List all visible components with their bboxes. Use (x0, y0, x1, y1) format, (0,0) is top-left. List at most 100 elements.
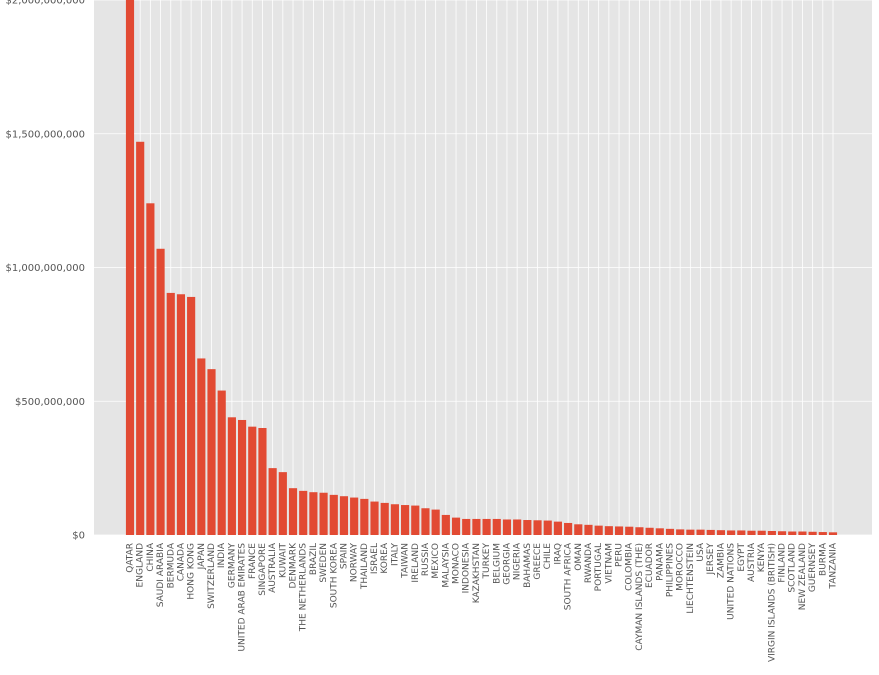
bar (757, 530, 766, 535)
x-tick-label: TAIWAN (401, 543, 411, 579)
bar (818, 532, 827, 535)
bar (737, 530, 746, 535)
x-tick-label: RWANDA (584, 542, 594, 583)
x-tick-label: ECUADOR (645, 543, 655, 588)
x-tick-label: UNITED NATIONS (727, 543, 737, 620)
y-tick-label: $0 (72, 531, 85, 542)
bar (217, 390, 226, 535)
bar (513, 519, 522, 535)
x-tick-label: IRELAND (411, 543, 421, 583)
bar (523, 520, 532, 535)
bar (553, 521, 562, 535)
x-tick-label: SWITZERLAND (207, 543, 217, 609)
y-tick-label: $2,000,000,000 (5, 0, 85, 7)
x-tick-label: SOUTH AFRICA (564, 542, 574, 610)
x-tick-label: JERSEY (706, 543, 716, 576)
bar (441, 514, 450, 535)
x-tick-label: JAPAN (197, 543, 207, 570)
x-tick-label: KUWAIT (278, 543, 288, 578)
y-tick-label: $1,000,000,000 (5, 263, 85, 274)
bars (125, 0, 838, 536)
x-tick-label: MALAYSIA (441, 542, 451, 587)
bar (676, 529, 685, 535)
x-tick-label: PANAMA (655, 542, 665, 581)
bar (614, 526, 624, 535)
bar (248, 426, 257, 535)
x-tick-label: SWEDEN (319, 543, 329, 583)
bar (319, 492, 328, 535)
x-tick-label: SAUDI ARABIA (156, 542, 166, 607)
x-tick-label: SINGAPORE (258, 543, 268, 596)
x-tick-label: MONACO (452, 543, 462, 584)
bar (421, 508, 430, 535)
bar (564, 522, 573, 535)
bar (492, 518, 501, 535)
x-tick-label: ISRAEL (370, 543, 380, 574)
bar (309, 492, 318, 535)
x-tick-label: CHILE (543, 543, 553, 570)
x-tick-label: THAILAND (360, 543, 370, 590)
bar (401, 505, 410, 535)
x-tick-label: CANADA (176, 542, 186, 581)
bar (227, 417, 236, 535)
bar (543, 520, 552, 535)
x-tick-label: CHINA (146, 542, 156, 571)
bar (411, 505, 420, 535)
bar (604, 526, 613, 535)
bar (828, 532, 838, 535)
x-tick-label: IRAQ (553, 543, 563, 565)
bar (278, 472, 287, 535)
bar (635, 527, 644, 535)
bar (747, 530, 756, 535)
bar (462, 518, 471, 535)
bar (370, 501, 379, 535)
y-tick-label: $1,500,000,000 (5, 129, 85, 140)
bar (329, 494, 338, 535)
x-tick-label: FINLAND (778, 543, 788, 583)
x-tick-label: QATAR (126, 543, 136, 573)
bar (431, 509, 440, 535)
bar (808, 531, 817, 535)
x-tick-label: NORWAY (350, 543, 360, 583)
x-tick-label: COLOMBIA (625, 542, 635, 591)
bar (777, 531, 787, 535)
x-tick-label: BURMA (818, 542, 828, 576)
x-tick-label: TURKEY (482, 543, 492, 580)
x-tick-label: BERMUDA (166, 542, 176, 588)
bar (788, 531, 797, 535)
bar (798, 531, 807, 535)
bar (360, 498, 369, 535)
x-tick-label: FRANCE (248, 543, 258, 579)
bar (207, 369, 216, 535)
x-tick-label: TANZANIA (829, 542, 839, 589)
x-tick-label: SCOTLAND (788, 543, 798, 593)
x-tick-label: AUSTRALIA (268, 542, 278, 593)
x-tick-label: GEORGIA (502, 542, 512, 585)
x-tick-label: GERMANY (227, 543, 237, 589)
bar (594, 525, 603, 535)
x-tick-label: EGYPT (737, 543, 747, 572)
bar (482, 518, 491, 535)
x-tick-label: RUSSIA (421, 542, 431, 576)
x-tick-label: ITALY (390, 543, 400, 566)
bar (390, 504, 399, 535)
x-tick-label: AUSTRIA (747, 542, 757, 582)
bar (451, 517, 461, 535)
x-tick-label: OMAN (574, 543, 584, 571)
x-tick-label: BELGIUM (492, 543, 502, 584)
bar (767, 530, 776, 535)
x-tick-label: MOROCCO (676, 543, 686, 591)
bar (197, 358, 206, 535)
bar (584, 524, 593, 535)
x-tick-label: CAYMAN ISLANDS (THE) (635, 543, 645, 651)
bar (237, 419, 247, 535)
bar (176, 294, 186, 535)
x-tick-label: USA (696, 542, 706, 561)
bar (299, 490, 308, 535)
x-tick-label: VIETNAM (604, 543, 614, 584)
bar (258, 428, 267, 535)
x-tick-label: MEXICO (431, 543, 441, 579)
bar (696, 529, 705, 535)
bar (625, 526, 634, 535)
x-tick-label: NIGERIA (513, 542, 523, 580)
